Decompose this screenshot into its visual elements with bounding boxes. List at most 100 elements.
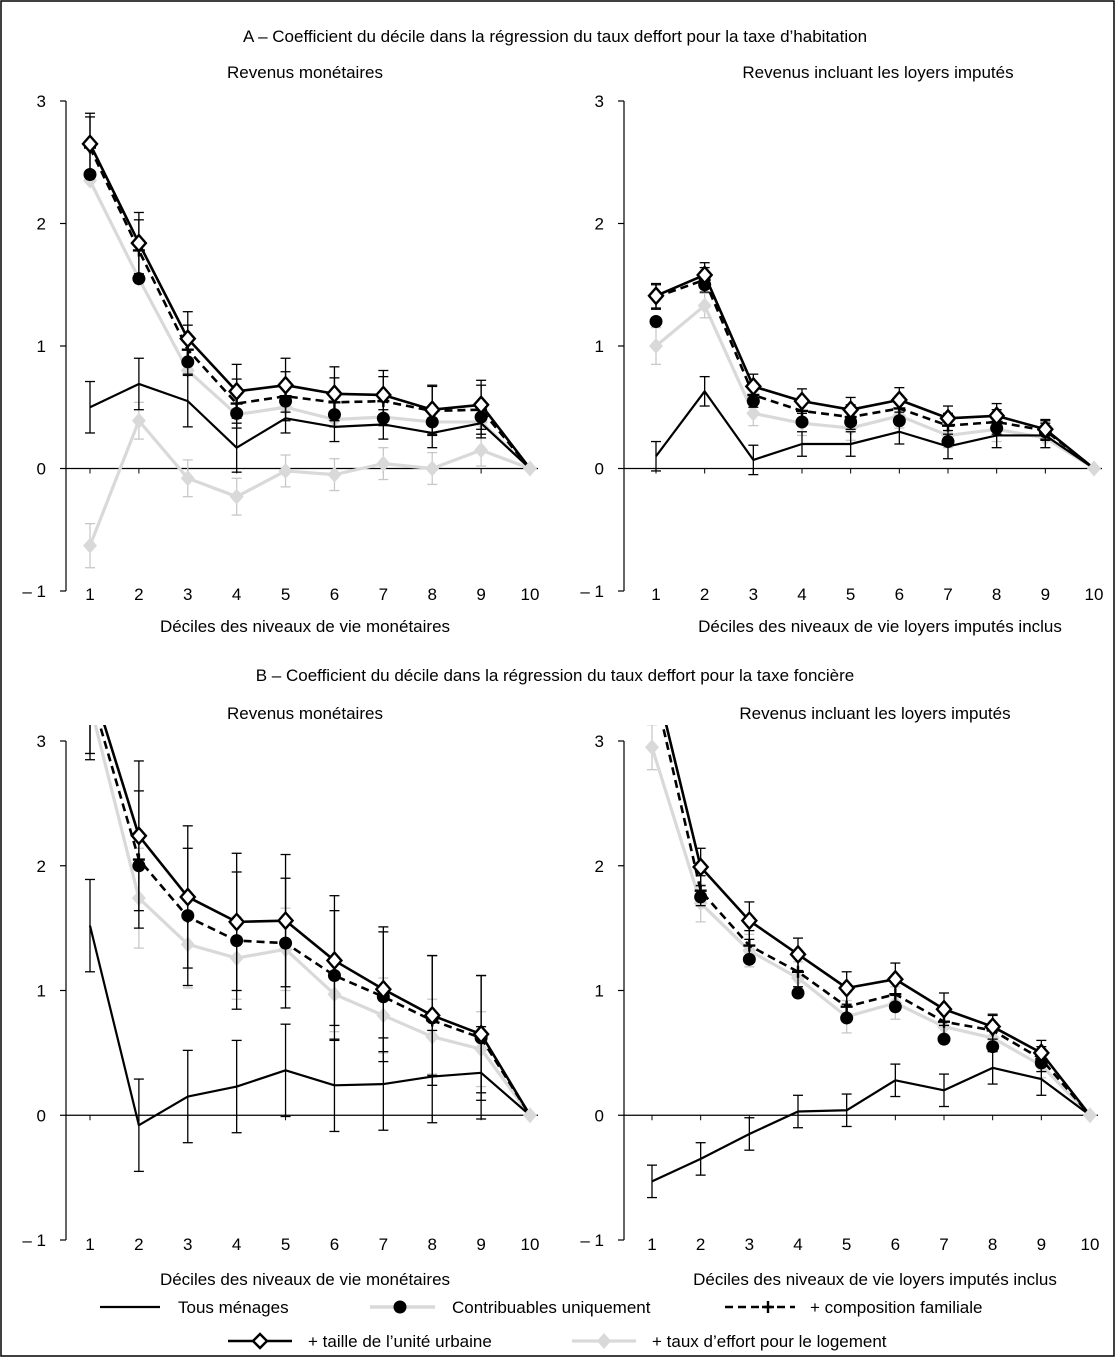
data-point: [838, 978, 856, 998]
data-point: [327, 466, 342, 483]
data-point: [228, 381, 246, 402]
x-tick-label: 8: [988, 1235, 997, 1254]
series-+ taux d’effort pour le logement: [83, 172, 532, 569]
data-point: [937, 1032, 951, 1046]
y-tick-label: 1: [595, 337, 604, 356]
legend: Tous ménages Contribuables uniquement + co…: [100, 1298, 982, 1351]
data-point: [939, 408, 957, 429]
data-point: [423, 1005, 441, 1026]
series-+ taille de l’unité urbaine: [85, 725, 532, 1116]
data-point: [179, 887, 197, 907]
x-tick-label: 6: [895, 585, 904, 604]
x-tick-label: 5: [281, 1235, 290, 1254]
data-point: [229, 488, 244, 505]
data-point: [886, 969, 904, 990]
y-tick-label: 1: [37, 982, 46, 1001]
series-line: [98, 725, 532, 1116]
series-+ composition familiale: [85, 725, 532, 1116]
data-point: [646, 685, 659, 698]
x-tick-label: 8: [992, 585, 1001, 604]
series-line: [651, 1066, 1091, 1183]
x-tick-label: 4: [232, 1235, 241, 1254]
legend-label: Contribuables uniquement: [452, 1298, 651, 1317]
legend-marker: [597, 1333, 611, 1349]
y-tick-label: 2: [595, 857, 604, 876]
x-tick-label: 2: [700, 585, 709, 604]
subplot-title: Revenus incluant les loyers imputés: [739, 704, 1010, 723]
x-tick-label: 6: [891, 1235, 900, 1254]
x-tick-label: 10: [1085, 585, 1104, 604]
series-line: [650, 746, 1092, 1117]
series-+ taux d’effort pour le logement: [649, 292, 1095, 470]
data-point: [696, 265, 714, 285]
x-tick-label: 3: [745, 1235, 754, 1254]
subplot-title: Revenus monétaires: [227, 63, 383, 82]
data-point: [649, 315, 663, 328]
data-point: [743, 939, 756, 952]
legend-marker: [762, 1301, 774, 1313]
series-line: [93, 725, 532, 1117]
x-tick-label: 2: [134, 585, 143, 604]
x-tick-label: 9: [476, 1235, 485, 1254]
x-tick-label: 4: [232, 585, 241, 604]
data-point-decile-10: [523, 1107, 537, 1124]
y-tick-label: 0: [37, 1106, 46, 1125]
data-point-decile-10: [523, 460, 537, 477]
data-point: [692, 857, 710, 877]
y-tick-label: 3: [595, 732, 604, 751]
legend-marker: [393, 1300, 407, 1314]
y-tick-label: 2: [595, 215, 604, 234]
data-point: [425, 460, 440, 477]
series-+ taille de l’unité urbaine: [81, 112, 532, 470]
data-point: [890, 390, 908, 410]
panel-3: Revenus incluant les loyers imputés Décil…: [580, 685, 1099, 1289]
data-point: [376, 455, 391, 472]
y-tick-label: 3: [37, 92, 46, 111]
y-tick-label: – 1: [22, 582, 46, 601]
x-tick-label: 5: [281, 585, 290, 604]
x-tick-label: 6: [330, 1235, 339, 1254]
panel-2: Revenus monétaires Déciles des niveaux de…: [22, 685, 539, 1289]
panel-a-title: A – Coefficient du décile dans la régres…: [243, 27, 867, 46]
data-point: [228, 912, 246, 932]
x-tick-label: 1: [85, 1235, 94, 1254]
series-Tous ménages: [85, 357, 531, 473]
x-tick-label: 10: [521, 585, 540, 604]
legend-label: Tous ménages: [178, 1298, 289, 1317]
legend-label: + taille de l’unité urbaine: [308, 1332, 492, 1351]
data-point: [746, 405, 761, 422]
data-point: [83, 696, 97, 712]
x-tick-label: 9: [1037, 1235, 1046, 1254]
panel-0: Revenus monétaires Déciles des niveaux de…: [22, 63, 539, 636]
x-tick-label: 5: [842, 1235, 851, 1254]
series-line: [655, 278, 1095, 470]
x-tick-label: 7: [379, 585, 388, 604]
series-+ taille de l’unité urbaine: [664, 725, 1092, 1117]
data-point: [789, 944, 807, 965]
subplot-title: Revenus monétaires: [227, 704, 383, 723]
series-line-upper: [88, 179, 532, 470]
series-+ taux d’effort pour le logement: [645, 725, 1092, 1117]
series-+ taille de l’unité urbaine: [647, 262, 1095, 470]
data-point-decile-10: [1083, 1107, 1097, 1124]
x-tick-label: 7: [939, 1235, 948, 1254]
x-tick-label: 3: [749, 585, 758, 604]
y-tick-label: 3: [37, 732, 46, 751]
y-tick-label: – 1: [580, 582, 604, 601]
x-tick-label: 3: [183, 1235, 192, 1254]
x-tick-label: 4: [793, 1235, 802, 1254]
legend-item-contrib: Contribuables uniquement: [370, 1298, 651, 1317]
data-point: [84, 685, 97, 698]
data-point: [645, 739, 659, 756]
x-tick-label: 1: [85, 585, 94, 604]
series-line: [655, 273, 1095, 470]
data-point: [1032, 1043, 1050, 1063]
y-tick-label: 3: [595, 92, 604, 111]
series-line: [661, 725, 1091, 1117]
data-point: [984, 1016, 1002, 1037]
data-point: [374, 979, 392, 1000]
data-point: [649, 338, 663, 354]
data-point: [744, 376, 762, 397]
data-point: [276, 910, 295, 931]
